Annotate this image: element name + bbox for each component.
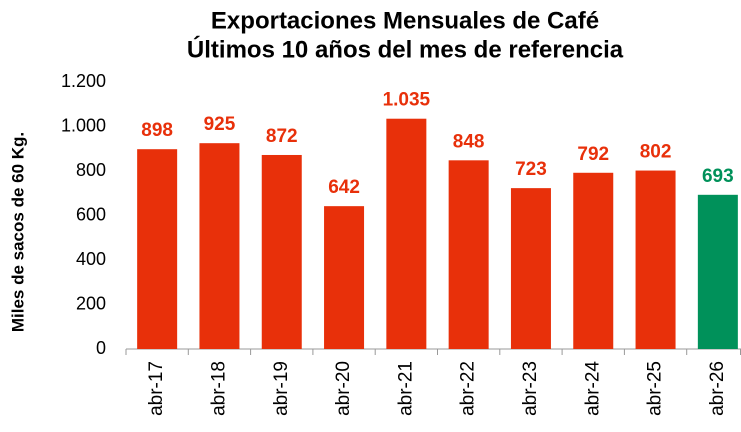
x-tick-label: abr-18 xyxy=(208,361,229,416)
bar xyxy=(261,154,302,349)
x-tick-label: abr-26 xyxy=(707,361,728,416)
x-tick-label: abr-19 xyxy=(271,361,292,416)
y-tick-label: 800 xyxy=(76,160,106,180)
bar xyxy=(324,206,365,349)
chart-subtitle: Últimos 10 años del mes de referencia xyxy=(187,35,624,63)
data-label: 872 xyxy=(266,126,298,147)
data-label: 642 xyxy=(328,177,360,198)
data-label: 898 xyxy=(141,120,173,141)
data-label: 1.035 xyxy=(383,90,431,111)
y-tick-label: 200 xyxy=(76,293,106,313)
bar xyxy=(448,160,489,349)
x-tick-label: abr-22 xyxy=(458,361,479,416)
data-label: 925 xyxy=(204,114,236,135)
chart-title: Exportaciones Mensuales de Café xyxy=(211,7,599,34)
x-tick-label: abr-23 xyxy=(520,361,541,416)
y-tick-label: 1.000 xyxy=(61,115,106,135)
x-tick-label: abr-25 xyxy=(645,361,666,416)
y-tick-label: 600 xyxy=(76,204,106,224)
y-axis-label: Miles de sacos de 60 Kg. xyxy=(8,132,27,332)
x-tick-label: abr-21 xyxy=(395,361,416,416)
y-tick-label: 400 xyxy=(76,249,106,269)
y-tick-label: 1.200 xyxy=(61,71,106,91)
data-label: 802 xyxy=(640,142,672,163)
bar xyxy=(386,118,427,350)
bar xyxy=(137,149,178,349)
bar xyxy=(573,172,614,349)
x-tick-label: abr-17 xyxy=(146,361,167,416)
bar xyxy=(697,194,738,349)
y-tick-label: 0 xyxy=(96,338,106,358)
data-label: 848 xyxy=(453,131,485,152)
data-label: 693 xyxy=(702,166,734,187)
x-tick-label: abr-20 xyxy=(333,361,354,416)
x-tick-label: abr-24 xyxy=(582,361,603,416)
bar xyxy=(199,143,240,349)
data-label: 723 xyxy=(515,159,547,180)
data-label: 792 xyxy=(577,144,609,165)
bar xyxy=(635,170,676,349)
bar xyxy=(510,188,551,349)
